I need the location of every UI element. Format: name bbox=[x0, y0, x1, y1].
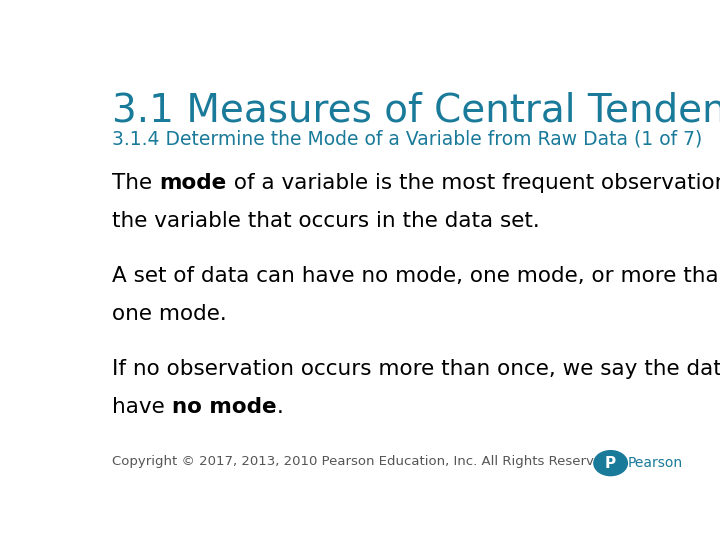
Text: If no observation occurs more than once, we say the data: If no observation occurs more than once,… bbox=[112, 359, 720, 379]
Circle shape bbox=[594, 451, 627, 476]
Text: no mode: no mode bbox=[172, 397, 276, 417]
Text: .: . bbox=[276, 397, 284, 417]
Text: 3.1 Measures of Central Tendency: 3.1 Measures of Central Tendency bbox=[112, 92, 720, 130]
Text: Copyright © 2017, 2013, 2010 Pearson Education, Inc. All Rights Reserved: Copyright © 2017, 2013, 2010 Pearson Edu… bbox=[112, 455, 611, 468]
Text: Pearson: Pearson bbox=[627, 456, 683, 470]
Text: the variable that occurs in the data set.: the variable that occurs in the data set… bbox=[112, 211, 540, 231]
Text: A set of data can have no mode, one mode, or more than: A set of data can have no mode, one mode… bbox=[112, 266, 720, 286]
Text: P: P bbox=[605, 456, 616, 471]
Text: have: have bbox=[112, 397, 172, 417]
Text: of a variable is the most frequent observation of: of a variable is the most frequent obser… bbox=[227, 173, 720, 193]
Text: The: The bbox=[112, 173, 159, 193]
Text: one mode.: one mode. bbox=[112, 305, 227, 325]
Text: mode: mode bbox=[159, 173, 227, 193]
Text: 3.1.4 Determine the Mode of a Variable from Raw Data (1 of 7): 3.1.4 Determine the Mode of a Variable f… bbox=[112, 129, 703, 149]
